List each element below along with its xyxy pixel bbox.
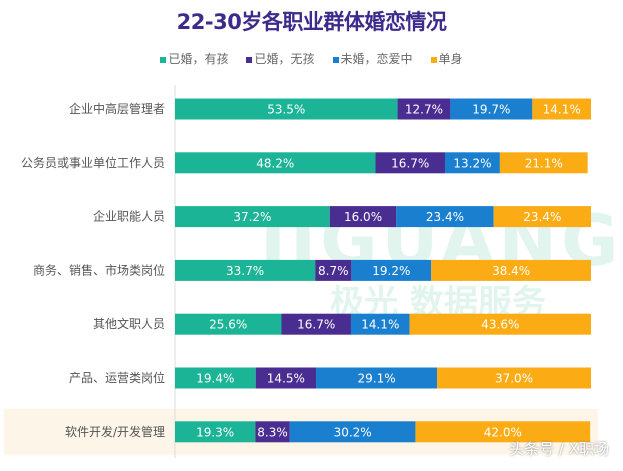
data-label: 33.7% (226, 264, 264, 278)
data-label: 29.1% (357, 372, 395, 386)
data-label: 19.7% (472, 103, 510, 117)
data-label: 12.7% (405, 103, 443, 117)
data-label: 43.6% (481, 318, 519, 332)
bar-segment (493, 206, 591, 228)
watermark-source: 头条号 / X职场 (509, 440, 609, 458)
legend-item: 已婚，有孩 (160, 50, 228, 67)
chart-title: 22-30岁各职业群体婚恋情况 (176, 10, 447, 34)
category-label: 商务、销售、市场类岗位 (33, 262, 165, 277)
legend-swatch (332, 56, 339, 63)
data-label: 16.0% (344, 210, 382, 224)
data-label: 8.7% (318, 264, 349, 278)
bar-segment (499, 152, 588, 174)
bar-segment (532, 98, 591, 120)
bar-segment (175, 367, 256, 389)
data-label: 30.2% (334, 425, 372, 439)
legend-item: 未婚，恋爱中 (332, 50, 413, 67)
data-label: 19.3% (196, 425, 234, 439)
bar-segment (450, 98, 533, 120)
bar-segment (255, 367, 317, 389)
data-label: 37.0% (495, 372, 533, 386)
data-label: 21.1% (525, 156, 563, 170)
legend-label: 已婚，无孩 (254, 52, 315, 66)
bar-segment (175, 206, 330, 228)
category-label: 企业中高层管理者 (69, 101, 165, 116)
bar-segment (396, 206, 494, 228)
category-label: 产品、运营类岗位 (69, 370, 165, 385)
bar-segment (415, 421, 591, 443)
category-label: 软件开发/开发管理 (65, 424, 165, 439)
bar-segment (175, 421, 256, 443)
bar-segment (437, 367, 591, 389)
data-label: 38.4% (492, 264, 530, 278)
data-label: 23.4% (426, 210, 464, 224)
bar-segment (397, 98, 451, 120)
data-label: 8.3% (257, 425, 288, 439)
data-label: 42.0% (484, 425, 522, 439)
bar-segment (255, 421, 290, 443)
bar-segment (375, 152, 445, 174)
data-label: 16.7% (297, 318, 335, 332)
bar-segment (316, 367, 438, 389)
data-label: 48.2% (256, 156, 294, 170)
data-label: 53.5% (267, 103, 305, 117)
legend-swatch (160, 56, 167, 63)
bar-segment (175, 152, 376, 174)
data-label: 19.4% (196, 372, 234, 386)
legend-label: 单身 (438, 52, 463, 66)
bar-segment (350, 313, 410, 335)
legend-item: 已婚，无孩 (246, 50, 315, 67)
bar-segment (175, 98, 398, 120)
category-label: 其他文职人员 (93, 316, 165, 331)
bar-segment (329, 206, 397, 228)
category-label: 企业职能人员 (93, 209, 165, 224)
data-label: 25.6% (209, 318, 247, 332)
legend-item: 单身 (430, 50, 463, 67)
legend-swatch (430, 56, 437, 63)
data-label: 37.2% (233, 210, 271, 224)
bar-segment (409, 313, 591, 335)
bar-segment (444, 152, 500, 174)
bar-segment (175, 259, 316, 281)
bar-segment (281, 313, 351, 335)
legend-swatch (246, 56, 253, 63)
data-label: 14.5% (267, 372, 305, 386)
data-label: 23.4% (523, 210, 561, 224)
bar-segment (431, 259, 591, 281)
data-label: 14.1% (361, 318, 399, 332)
legend-label: 已婚，有孩 (168, 52, 229, 66)
data-label: 13.2% (453, 156, 491, 170)
data-label: 19.2% (372, 264, 410, 278)
bar-segment (315, 259, 352, 281)
legend-label: 未婚，恋爱中 (340, 52, 413, 66)
bar-segment (175, 313, 282, 335)
bar-segment (351, 259, 432, 281)
category-label: 公务员或事业单位工作人员 (21, 155, 165, 170)
legend: 已婚，有孩 已婚，无孩 未婚，恋爱中 单身 (0, 50, 623, 67)
bar-segment (289, 421, 416, 443)
data-label: 14.1% (543, 103, 581, 117)
data-label: 16.7% (391, 156, 429, 170)
